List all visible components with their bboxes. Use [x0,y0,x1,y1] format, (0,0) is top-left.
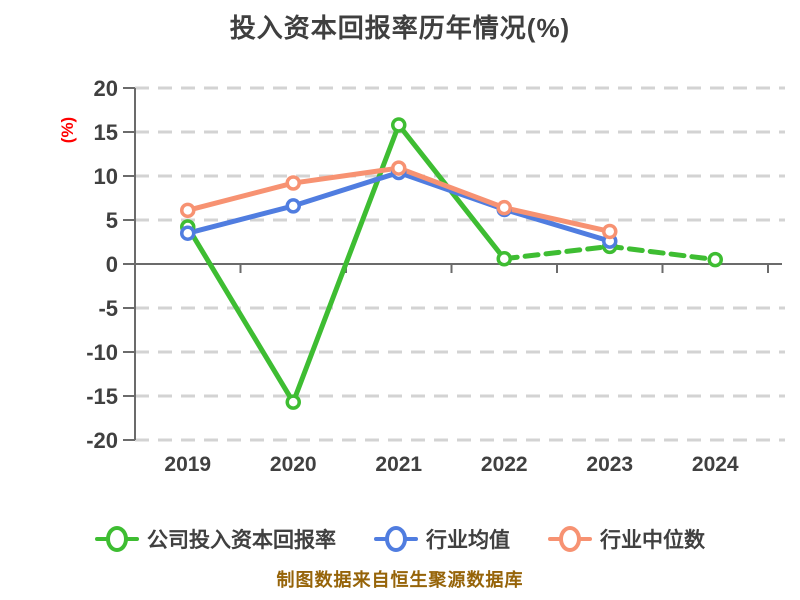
svg-text:2024: 2024 [692,453,739,476]
legend-marker-orange [548,526,592,552]
svg-text:0: 0 [106,252,118,277]
svg-text:20: 20 [94,76,118,101]
svg-text:-20: -20 [86,428,118,453]
legend-label: 行业中位数 [600,529,705,552]
legend-marker-blue [374,526,418,552]
svg-text:2021: 2021 [375,453,422,476]
chart-title: 投入资本回报率历年情况(%) [229,13,571,43]
svg-text:2020: 2020 [270,453,317,476]
svg-text:2023: 2023 [586,453,633,476]
chart-legend: 公司投入资本回报率 行业均值 行业中位数 [0,518,800,560]
legend-marker-green [95,526,139,552]
legend-label: 行业均值 [426,529,510,552]
svg-text:-10: -10 [86,340,118,365]
svg-text:-5: -5 [98,296,118,321]
svg-text:2022: 2022 [481,453,528,476]
svg-text:15: 15 [94,120,118,145]
legend-item-industry-average: 行业均值 [374,524,510,554]
svg-text:5: 5 [106,208,118,233]
legend-item-industry-median: 行业中位数 [548,524,705,554]
legend-label: 公司投入资本回报率 [147,529,336,552]
data-source-caption: 制图数据来自恒生聚源数据库 [276,570,524,590]
legend-item-company-roic: 公司投入资本回报率 [95,524,336,554]
svg-text:2019: 2019 [164,453,211,476]
svg-text:-15: -15 [86,384,118,409]
svg-text:10: 10 [94,164,118,189]
